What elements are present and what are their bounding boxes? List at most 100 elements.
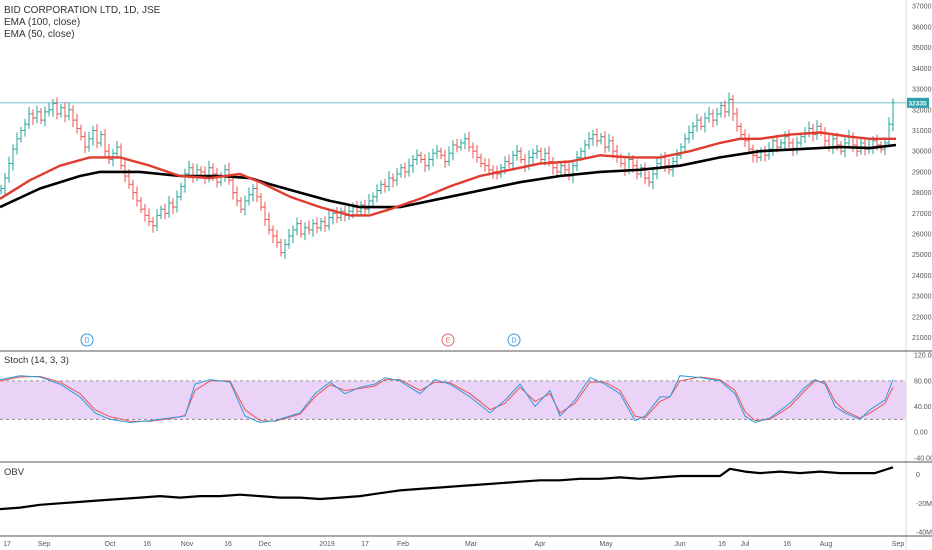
ohlc-bar[interactable] [815, 120, 819, 140]
ohlc-bar[interactable] [739, 122, 743, 139]
ohlc-bar[interactable] [471, 142, 475, 159]
ohlc-bar[interactable] [23, 118, 27, 137]
ohlc-bar[interactable] [891, 98, 895, 132]
ohlc-bar[interactable] [567, 162, 571, 181]
ohlc-bar[interactable] [447, 146, 451, 167]
ohlc-bar[interactable] [315, 217, 319, 234]
ohlc-bar[interactable] [251, 183, 255, 202]
ohlc-bar[interactable] [479, 153, 483, 168]
ohlc-bar[interactable] [675, 149, 679, 167]
ohlc-bar[interactable] [143, 203, 147, 222]
ohlc-bar[interactable] [35, 105, 39, 124]
ohlc-bar[interactable] [463, 133, 467, 150]
ohlc-bar[interactable] [347, 204, 351, 220]
ohlc-bar[interactable] [183, 168, 187, 193]
ohlc-bar[interactable] [571, 161, 575, 184]
ohlc-bar[interactable] [823, 127, 827, 148]
ohlc-bar[interactable] [763, 145, 767, 162]
ohlc-bar[interactable] [223, 164, 227, 183]
ohlc-bar[interactable] [207, 160, 211, 183]
ohlc-bar[interactable] [167, 195, 171, 218]
ohlc-bar[interactable] [451, 140, 455, 161]
ohlc-bar[interactable] [323, 216, 327, 232]
ohlc-bar[interactable] [407, 158, 411, 177]
ohlc-bar[interactable] [107, 144, 111, 165]
ohlc-bar[interactable] [419, 151, 423, 164]
ohlc-bar[interactable] [139, 197, 143, 213]
ohlc-bar[interactable] [847, 129, 851, 148]
ohlc-bar[interactable] [551, 156, 555, 175]
ohlc-bar[interactable] [115, 140, 119, 159]
ohlc-bar[interactable] [119, 143, 123, 170]
ohlc-bar[interactable] [235, 186, 239, 207]
ohlc-bar[interactable] [55, 97, 59, 120]
ohlc-bar[interactable] [559, 161, 563, 176]
ohlc-bar[interactable] [319, 217, 323, 232]
ohlc-bar[interactable] [731, 94, 735, 121]
ema100-line[interactable] [0, 143, 897, 209]
ohlc-bar[interactable] [707, 106, 711, 123]
ohlc-bar[interactable] [287, 229, 291, 249]
ema50-line[interactable] [0, 131, 896, 217]
ohlc-bar[interactable] [687, 125, 691, 144]
ohlc-bar[interactable] [243, 195, 247, 216]
ohlc-bar[interactable] [863, 137, 867, 156]
dividend-marker[interactable]: D [80, 333, 94, 347]
ohlc-bar[interactable] [427, 152, 431, 171]
ohlc-bar[interactable] [15, 132, 19, 155]
ohlc-bar[interactable] [95, 124, 99, 149]
ohlc-bar[interactable] [583, 139, 587, 158]
ohlc-bar[interactable] [83, 131, 87, 154]
ohlc-bar[interactable] [459, 139, 463, 151]
ohlc-bar[interactable] [807, 121, 811, 138]
ohlc-bar[interactable] [415, 149, 419, 165]
ohlc-bar[interactable] [487, 158, 491, 175]
ohlc-bar[interactable] [795, 136, 799, 155]
ohlc-bar[interactable] [423, 154, 427, 172]
ohlc-bar[interactable] [371, 192, 375, 208]
ohlc-bar[interactable] [523, 154, 527, 172]
ohlc-bar[interactable] [11, 144, 15, 171]
ohlc-bar[interactable] [475, 144, 479, 163]
ohlc-bar[interactable] [311, 219, 315, 237]
ohlc-bar[interactable] [791, 138, 795, 157]
ohlc-bar[interactable] [683, 133, 687, 154]
ohlc-bar[interactable] [163, 203, 167, 220]
ohlc-bar[interactable] [467, 131, 471, 152]
ohlc-bar[interactable] [227, 162, 231, 185]
ohlc-bar[interactable] [3, 172, 7, 195]
ohlc-bar[interactable] [263, 201, 267, 226]
ohlc-bar[interactable] [595, 128, 599, 147]
ohlc-bar[interactable] [19, 126, 23, 143]
ohlc-bar[interactable] [339, 207, 343, 222]
ohlc-bar[interactable] [727, 92, 731, 117]
ohlc-bar[interactable] [539, 147, 543, 164]
ohlc-bar[interactable] [279, 238, 283, 257]
ohlc-bar[interactable] [851, 132, 855, 153]
ohlc-bar[interactable] [819, 122, 823, 137]
ohlc-bar[interactable] [71, 105, 75, 128]
ohlc-bar[interactable] [295, 217, 299, 236]
ohlc-bar[interactable] [31, 109, 35, 126]
ohlc-bar[interactable] [379, 180, 383, 195]
time-axis[interactable]: 17 Sep Oct 16 Nov 16 Dec 2019 17 Feb Mar Apr May Jun 1… [3, 541, 904, 548]
ohlc-bar[interactable] [59, 103, 63, 118]
dividend-marker[interactable]: D [507, 333, 521, 347]
ohlc-bar[interactable] [403, 162, 407, 179]
ohlc-bar[interactable] [711, 109, 715, 128]
ohlc-bar[interactable] [411, 154, 415, 173]
ohlc-bar[interactable] [135, 186, 139, 207]
ohlc-bar[interactable] [799, 132, 803, 147]
ohlc-bar[interactable] [715, 107, 719, 126]
ohlc-bar[interactable] [219, 172, 223, 186]
ohlc-bar[interactable] [431, 148, 435, 167]
ohlc-bar[interactable] [39, 108, 43, 124]
ohlc-bar[interactable] [395, 167, 399, 186]
ohlc-bar[interactable] [591, 130, 595, 146]
ohlc-bar[interactable] [607, 133, 611, 152]
ohlc-bar[interactable] [719, 101, 723, 118]
ohlc-bar[interactable] [131, 179, 135, 200]
ohlc-bar[interactable] [587, 131, 591, 150]
ohlc-bar[interactable] [43, 106, 47, 127]
ohlc-bar[interactable] [259, 193, 263, 211]
